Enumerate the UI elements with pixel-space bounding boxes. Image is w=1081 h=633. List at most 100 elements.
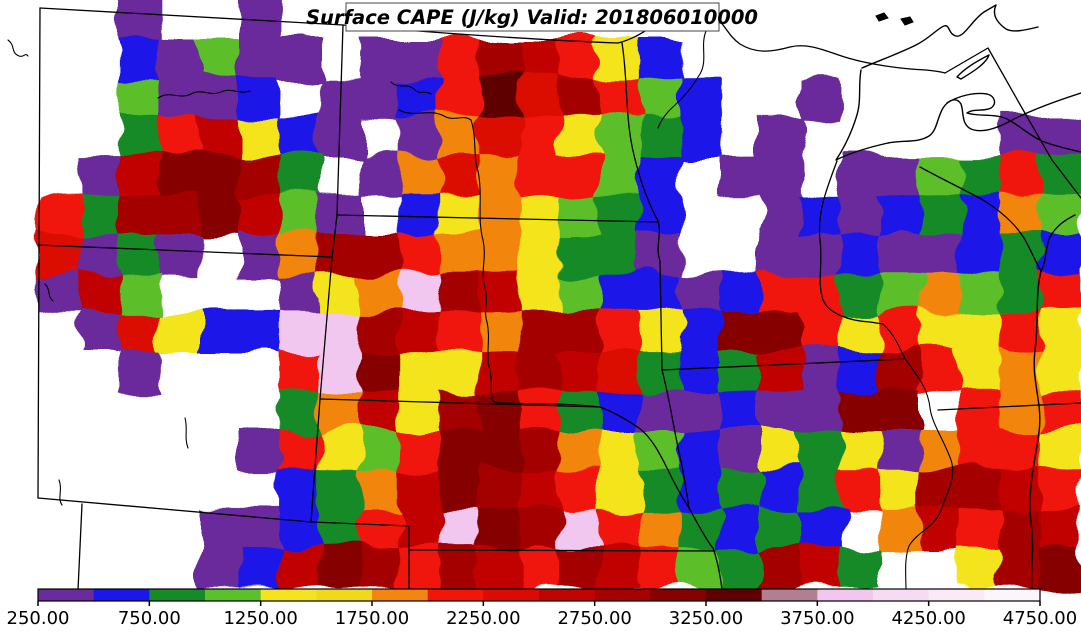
cape-grid-cell [839, 273, 882, 315]
cape-grid-cell [1039, 155, 1081, 198]
cape-grid-cell [239, 155, 282, 198]
cape-grid-cell [279, 351, 322, 394]
cape-grid-cell [439, 508, 482, 550]
cape-grid-cell [519, 351, 562, 394]
cape-grid-cell [439, 430, 482, 472]
cape-grid-cell [359, 390, 402, 433]
colorbar-tick-label: 1250.00 [223, 608, 297, 629]
cape-grid-cell [1039, 116, 1081, 158]
missouri-river-sd [477, 170, 601, 408]
cape-grid-cell [239, 508, 282, 550]
cape-grid-cell [279, 547, 322, 590]
map-title: Surface CAPE (J/kg) Valid: 201806010000 [306, 6, 758, 29]
cape-grid-cell [639, 351, 682, 394]
green-bay-shore [1040, 214, 1076, 272]
cape-grid-cell [759, 508, 802, 550]
cape-grid-cell [399, 390, 442, 433]
cape-grid-cell [439, 273, 482, 315]
cape-grid-cell [118, 155, 162, 198]
colorbar-segment [594, 589, 651, 601]
lake-superior-west-south-shore [835, 69, 1081, 161]
cape-grid-cell [439, 312, 482, 354]
cape-field-layer [38, 0, 1081, 590]
cape-grid-cell [999, 547, 1043, 590]
cape-grid-cell [999, 194, 1043, 237]
cape-grid-cell [759, 116, 802, 158]
cape-grid-cell [839, 430, 882, 472]
cape-grid-cell [439, 38, 482, 80]
cape-grid-cell [599, 469, 642, 511]
cape-grid-cell [919, 351, 963, 394]
cape-grid-cell [158, 77, 202, 119]
cape-grid-cell [78, 155, 122, 198]
cape-grid-cell [799, 312, 842, 354]
colorbar-segment [706, 589, 763, 601]
cape-grid-cell [559, 234, 602, 276]
lake-michigan-shore [1029, 270, 1042, 590]
mn-nd-border-red-river [621, 42, 659, 222]
cape-grid-cell [719, 312, 762, 354]
cape-grid-cell [519, 469, 562, 511]
colorbar-tick-label: 4750.00 [1003, 608, 1077, 629]
cape-grid-cell [999, 390, 1043, 433]
cape-grid-cell [239, 547, 282, 590]
cape-grid-cell [799, 351, 842, 394]
cape-grid-cell [1039, 469, 1081, 511]
cape-grid-cell [839, 312, 882, 354]
cape-grid-cell [359, 273, 402, 315]
cape-grid-cell [799, 390, 842, 433]
cape-grid-cell [519, 77, 562, 119]
cape-grid-cell [839, 547, 882, 590]
cape-grid-cell [599, 155, 642, 198]
mn-wi-border-st-croix [818, 160, 884, 325]
cape-grid-cell [559, 116, 602, 158]
cape-grid-cell [239, 77, 282, 119]
cape-grid-cell [78, 312, 122, 354]
cape-grid-cell [959, 547, 1003, 590]
cape-grid-cell [519, 194, 562, 237]
cape-grid-cell [359, 234, 402, 276]
cape-grid-cell [1039, 390, 1081, 433]
cape-grid-cell [639, 430, 682, 472]
cape-grid-cell [118, 38, 162, 80]
cape-grid-cell [199, 194, 242, 237]
colorbar-segment [427, 589, 484, 601]
mt-wy-border [37, 244, 333, 258]
colorbar-segment [38, 589, 95, 601]
cape-grid-cell [879, 508, 922, 550]
ne-ks-border [408, 549, 716, 552]
mississippi-river [882, 323, 954, 591]
cape-grid-cell [359, 351, 402, 394]
cape-grid-cell [118, 273, 162, 315]
cape-grid-cell [719, 547, 762, 590]
cape-grid-cell [239, 116, 282, 158]
cape-grid-cell [599, 116, 642, 158]
cape-grid-cell [439, 77, 482, 119]
cape-grid-cell [78, 234, 122, 276]
cape-grid-cell [639, 390, 682, 433]
cape-grid-cell [479, 351, 522, 394]
colorbar-tick-label: 4250.00 [891, 608, 965, 629]
cape-grid-cell [479, 547, 522, 590]
mn-ia-border [661, 358, 906, 371]
cape-grid-cell [279, 390, 322, 433]
cape-grid-cell [719, 155, 762, 198]
cape-grid-cell [839, 469, 882, 511]
cape-grid-cell [959, 430, 1003, 472]
wy-south-border [37, 497, 410, 527]
cape-grid-cell [559, 155, 602, 198]
cape-grid-cell [959, 469, 1003, 511]
cape-grid-cell [879, 155, 922, 198]
cape-grid-cell [519, 155, 562, 198]
cape-grid-cell [158, 155, 202, 198]
cape-grid-cell [879, 312, 922, 354]
title-annotation: Surface CAPE (J/kg) Valid: 201806010000 [306, 2, 758, 32]
cape-grid-cell [879, 194, 922, 237]
cape-grid-cell [479, 234, 522, 276]
cape-grid-cell [879, 469, 922, 511]
cape-grid-cell [599, 547, 642, 590]
cape-grid-cell [559, 508, 602, 550]
cape-grid-cell [799, 547, 842, 590]
cape-grid-cell [519, 508, 562, 550]
